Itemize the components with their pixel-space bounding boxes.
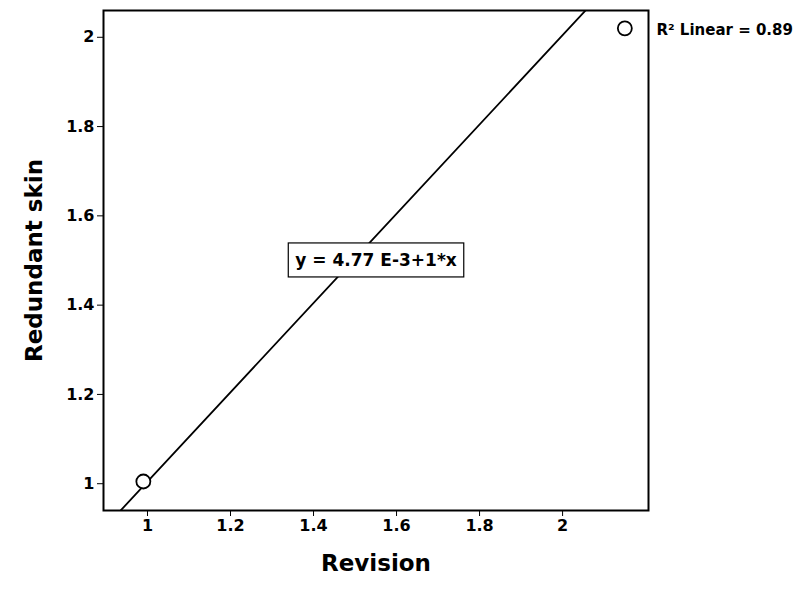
svg-text:Redundant skin: Redundant skin [21, 159, 47, 362]
svg-text:1.4: 1.4 [66, 295, 94, 314]
svg-text:R² Linear = 0.89: R² Linear = 0.89 [657, 21, 793, 39]
svg-text:1.4: 1.4 [299, 516, 327, 535]
svg-text:Revision: Revision [321, 550, 431, 576]
svg-text:y = 4.77 E-3+1*x: y = 4.77 E-3+1*x [295, 250, 456, 270]
svg-text:1: 1 [142, 516, 153, 535]
svg-text:2: 2 [83, 27, 94, 46]
svg-text:1: 1 [83, 474, 94, 493]
svg-text:1.8: 1.8 [465, 516, 493, 535]
svg-text:1.8: 1.8 [66, 117, 94, 136]
svg-text:1.6: 1.6 [382, 516, 410, 535]
svg-text:1.2: 1.2 [66, 385, 94, 404]
svg-text:2: 2 [557, 516, 568, 535]
svg-text:1.6: 1.6 [66, 206, 94, 225]
svg-text:1.2: 1.2 [216, 516, 244, 535]
